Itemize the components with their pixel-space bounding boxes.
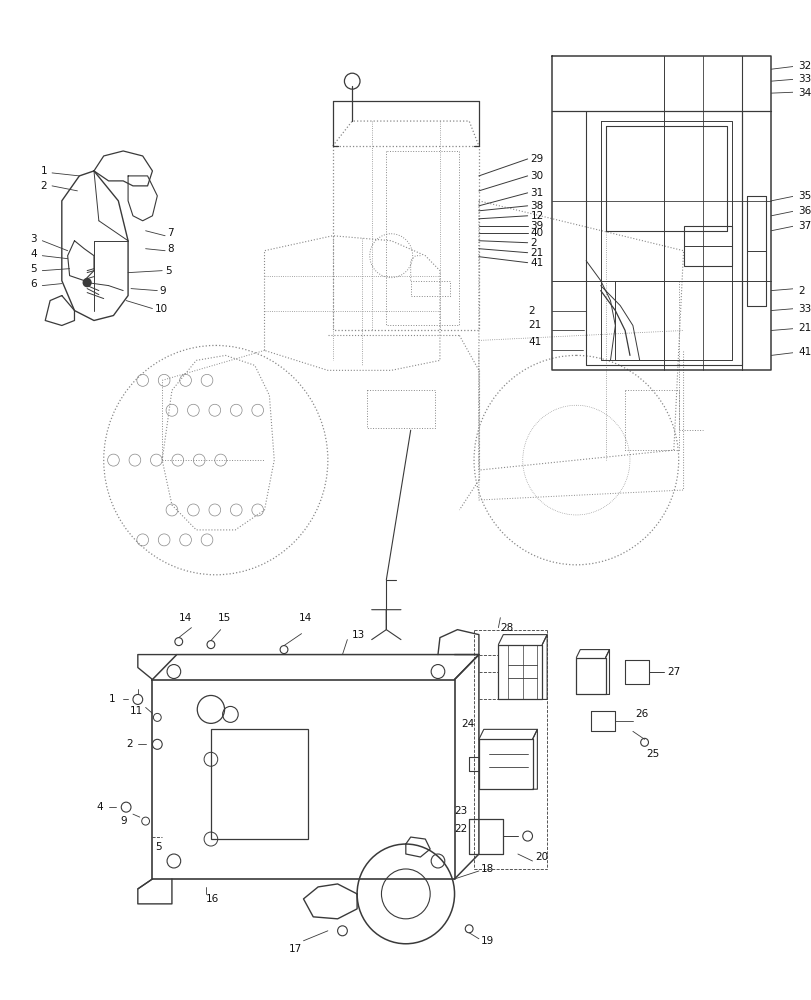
Text: 5: 5 (165, 266, 171, 276)
Text: 33: 33 (797, 304, 811, 314)
Text: 13: 13 (352, 630, 365, 640)
Text: 39: 39 (530, 221, 543, 231)
Text: 2: 2 (530, 238, 537, 248)
Text: 1: 1 (41, 166, 47, 176)
Text: 9: 9 (120, 816, 127, 826)
Text: 29: 29 (530, 154, 543, 164)
Text: 2: 2 (528, 306, 534, 316)
Text: 21: 21 (530, 248, 543, 258)
Text: 7: 7 (167, 228, 174, 238)
Text: 22: 22 (454, 824, 467, 834)
Text: 41: 41 (528, 337, 541, 347)
Text: 26: 26 (634, 709, 647, 719)
Text: 38: 38 (530, 201, 543, 211)
Text: 21: 21 (528, 320, 541, 330)
Text: 24: 24 (461, 719, 474, 729)
Text: 4: 4 (31, 249, 37, 259)
Circle shape (84, 279, 91, 287)
Text: 28: 28 (500, 623, 513, 633)
Text: 8: 8 (167, 244, 174, 254)
Text: 23: 23 (454, 806, 467, 816)
Text: 20: 20 (534, 852, 548, 862)
Text: 5: 5 (155, 842, 161, 852)
Text: 5: 5 (31, 264, 37, 274)
Text: 36: 36 (797, 206, 811, 216)
Bar (624, 390, 678, 450)
Text: 3: 3 (31, 234, 37, 244)
Text: 9: 9 (159, 286, 165, 296)
Text: 37: 37 (797, 221, 811, 231)
Text: 30: 30 (530, 171, 543, 181)
Text: 19: 19 (480, 936, 494, 946)
Text: 4: 4 (97, 802, 103, 812)
Text: 11: 11 (130, 706, 143, 716)
Text: 27: 27 (666, 667, 680, 677)
Text: 33: 33 (797, 74, 811, 84)
Text: 14: 14 (298, 613, 311, 623)
Text: 41: 41 (797, 347, 811, 357)
Text: 10: 10 (154, 304, 167, 314)
Text: 31: 31 (530, 188, 543, 198)
Text: 17: 17 (289, 944, 302, 954)
Text: 40: 40 (530, 228, 543, 238)
Text: 32: 32 (797, 61, 811, 71)
Text: 12: 12 (530, 211, 543, 221)
Text: 6: 6 (31, 279, 37, 289)
Bar (211, 729, 308, 839)
Text: 25: 25 (646, 749, 659, 759)
Text: 34: 34 (797, 88, 811, 98)
Text: 15: 15 (217, 613, 230, 623)
Text: 1: 1 (109, 694, 115, 704)
Text: 2: 2 (41, 181, 47, 191)
Text: 2: 2 (126, 739, 132, 749)
Text: 41: 41 (530, 258, 543, 268)
Text: 35: 35 (797, 191, 811, 201)
Text: 2: 2 (797, 286, 805, 296)
Text: 14: 14 (178, 613, 191, 623)
Bar (367, 390, 435, 428)
Bar (683, 226, 732, 266)
Text: 18: 18 (480, 864, 494, 874)
Text: 21: 21 (797, 323, 811, 333)
Text: 16: 16 (206, 894, 219, 904)
